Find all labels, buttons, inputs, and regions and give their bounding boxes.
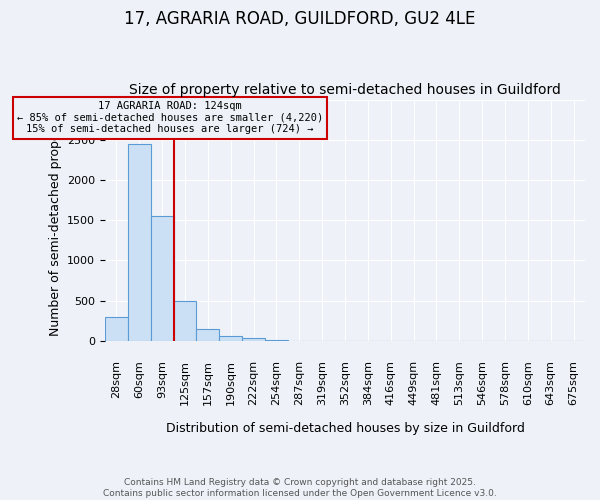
Text: 675sqm: 675sqm bbox=[569, 360, 578, 405]
Text: 610sqm: 610sqm bbox=[523, 360, 533, 405]
Bar bbox=[151, 216, 173, 341]
Y-axis label: Number of semi-detached properties: Number of semi-detached properties bbox=[49, 104, 62, 336]
Bar bbox=[128, 144, 151, 341]
Text: 28sqm: 28sqm bbox=[112, 360, 121, 398]
X-axis label: Distribution of semi-detached houses by size in Guildford: Distribution of semi-detached houses by … bbox=[166, 422, 524, 435]
Bar bbox=[219, 336, 242, 341]
Text: 222sqm: 222sqm bbox=[248, 360, 259, 405]
Bar bbox=[105, 316, 128, 341]
Text: Contains HM Land Registry data © Crown copyright and database right 2025.
Contai: Contains HM Land Registry data © Crown c… bbox=[103, 478, 497, 498]
Title: Size of property relative to semi-detached houses in Guildford: Size of property relative to semi-detach… bbox=[129, 83, 561, 97]
Text: 481sqm: 481sqm bbox=[431, 360, 442, 405]
Text: 125sqm: 125sqm bbox=[180, 360, 190, 405]
Text: 287sqm: 287sqm bbox=[294, 360, 304, 405]
Text: 17, AGRARIA ROAD, GUILDFORD, GU2 4LE: 17, AGRARIA ROAD, GUILDFORD, GU2 4LE bbox=[124, 10, 476, 28]
Text: 578sqm: 578sqm bbox=[500, 360, 510, 405]
Text: 546sqm: 546sqm bbox=[477, 360, 487, 405]
Text: 449sqm: 449sqm bbox=[409, 360, 419, 405]
Text: 17 AGRARIA ROAD: 124sqm
← 85% of semi-detached houses are smaller (4,220)
15% of: 17 AGRARIA ROAD: 124sqm ← 85% of semi-de… bbox=[17, 101, 323, 134]
Text: 384sqm: 384sqm bbox=[363, 360, 373, 405]
Bar bbox=[173, 300, 196, 341]
Text: 513sqm: 513sqm bbox=[454, 360, 464, 405]
Text: 416sqm: 416sqm bbox=[386, 360, 396, 405]
Bar bbox=[265, 340, 288, 341]
Text: 190sqm: 190sqm bbox=[226, 360, 236, 405]
Text: 93sqm: 93sqm bbox=[157, 360, 167, 398]
Text: 319sqm: 319sqm bbox=[317, 360, 327, 405]
Text: 254sqm: 254sqm bbox=[271, 360, 281, 405]
Text: 157sqm: 157sqm bbox=[203, 360, 213, 405]
Bar bbox=[196, 328, 219, 341]
Bar bbox=[242, 338, 265, 341]
Text: 60sqm: 60sqm bbox=[134, 360, 145, 398]
Text: 643sqm: 643sqm bbox=[546, 360, 556, 405]
Text: 352sqm: 352sqm bbox=[340, 360, 350, 405]
